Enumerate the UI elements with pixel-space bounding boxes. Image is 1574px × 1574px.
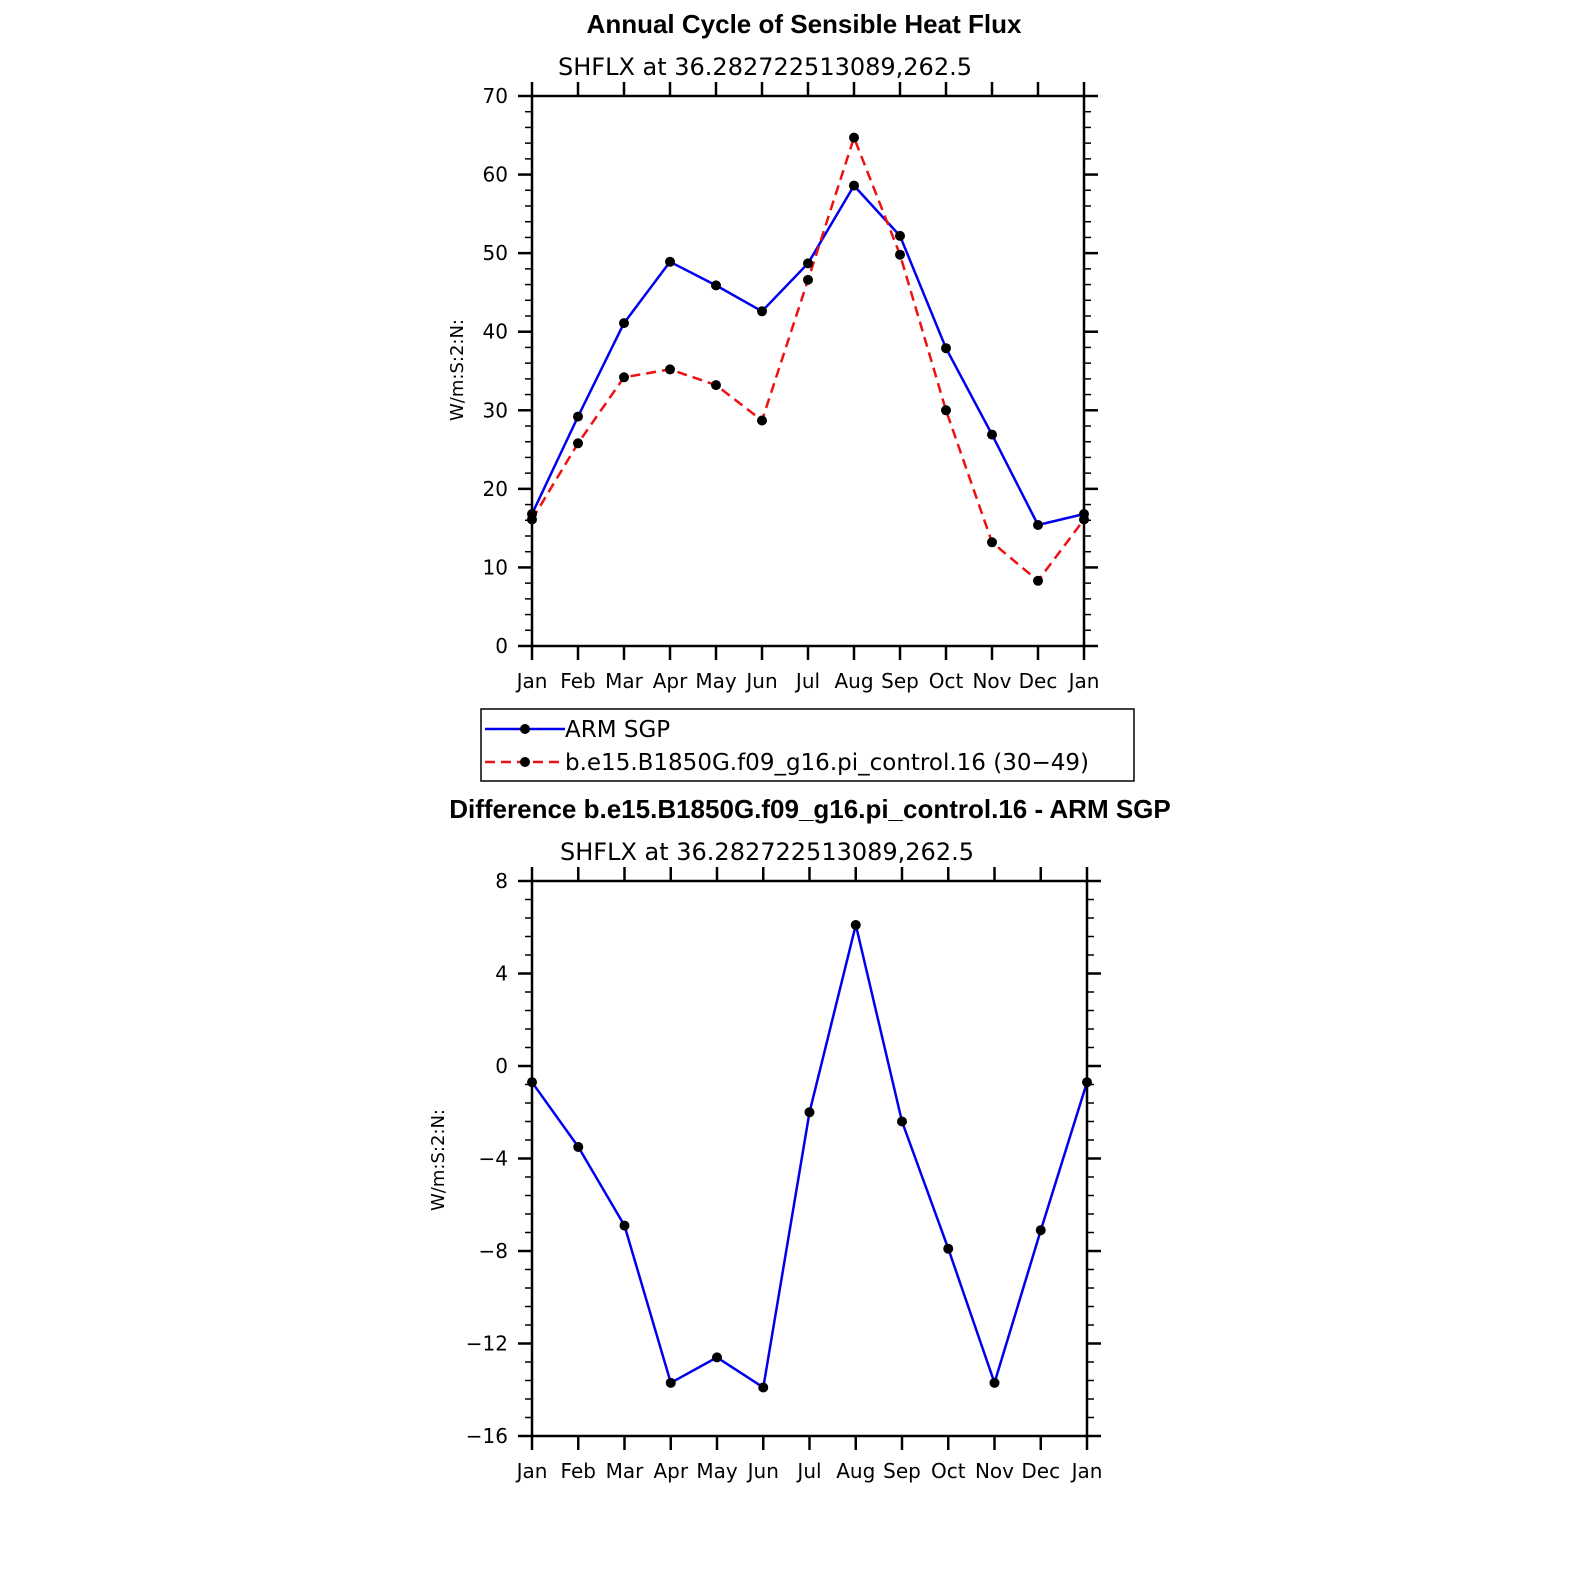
series-1-point xyxy=(803,274,813,285)
x-tick-label: Jan xyxy=(1070,1459,1103,1483)
y-tick-label: 50 xyxy=(483,241,508,265)
x-tick-label: Oct xyxy=(931,1459,966,1483)
chart2-ylabel: W/m:S:2:N: xyxy=(428,1109,449,1211)
y-tick-label: 0 xyxy=(495,634,508,658)
series-0-point xyxy=(665,256,675,267)
series-0-point xyxy=(849,180,859,191)
series-line-1 xyxy=(530,136,1085,583)
legend-marker-arm-sgp xyxy=(520,724,530,734)
series-0-point xyxy=(757,306,767,317)
x-tick-label: Jan xyxy=(515,669,548,693)
legend-marker-model xyxy=(520,757,530,767)
x-tick-label: Feb xyxy=(561,1459,596,1483)
chart1-ylabel: W/m:S:2:N: xyxy=(447,319,468,421)
x-tick-label: Jul xyxy=(795,1459,821,1483)
x-tick-label: Mar xyxy=(605,669,644,693)
series-0-point xyxy=(943,1243,954,1254)
series-0-point xyxy=(573,411,583,422)
series-1-point xyxy=(849,132,859,143)
x-tick-label: Apr xyxy=(653,1459,688,1483)
series-0-point xyxy=(665,1377,676,1388)
series-1-point xyxy=(1033,575,1043,586)
series-0-point xyxy=(850,919,861,930)
legend-box xyxy=(480,708,1135,782)
x-tick-label: Jun xyxy=(746,1459,779,1483)
x-tick-label: Dec xyxy=(1021,1459,1060,1483)
x-tick-label: Dec xyxy=(1019,669,1058,693)
series-1-point xyxy=(619,372,629,383)
chart2-title: Difference b.e15.B1850G.f09_g16.pi_contr… xyxy=(449,794,1171,824)
series-0-point xyxy=(758,1382,769,1393)
series-0-point xyxy=(619,318,629,329)
y-tick-label: 10 xyxy=(483,555,508,579)
legend-label-model: b.e15.B1850G.f09_g16.pi_control.16 (30−4… xyxy=(565,750,1089,776)
series-0-point xyxy=(895,230,905,241)
series-0-point xyxy=(711,280,721,291)
series-0-point xyxy=(1033,520,1043,530)
x-tick-label: Jul xyxy=(794,669,820,693)
y-tick-label: 8 xyxy=(495,869,508,893)
x-tick-label: Jan xyxy=(515,1459,548,1483)
x-tick-label: May xyxy=(695,669,737,693)
legend: ARM SGP b.e15.B1850G.f09_g16.pi_control.… xyxy=(480,708,1135,782)
x-tick-label: Sep xyxy=(883,1459,921,1483)
series-0-point xyxy=(712,1352,722,1363)
series-0-point xyxy=(1035,1225,1046,1236)
series-1-point xyxy=(573,438,583,449)
series-1-point xyxy=(941,405,951,416)
x-tick-label: Nov xyxy=(972,669,1011,693)
difference-chart: Difference b.e15.B1850G.f09_g16.pi_contr… xyxy=(428,794,1171,1483)
chart1-frame xyxy=(530,94,1086,648)
x-tick-label: Aug xyxy=(836,1459,875,1483)
x-tick-label: Feb xyxy=(560,669,595,693)
chart2-ticks: −16 −12 −8 −4 0 4 8 Jan Feb Mar Apr May Jun Jul Aug Sep… xyxy=(466,867,1103,1483)
y-tick-label: 20 xyxy=(483,477,508,501)
chart1-ticks: 0 10 20 30 40 50 60 70 Jan Feb Mar Apr May Jun Jul Aug S… xyxy=(483,82,1100,693)
chart1-series xyxy=(527,132,1089,586)
x-tick-label: Jun xyxy=(744,669,777,693)
x-tick-label: Nov xyxy=(975,1459,1014,1483)
y-tick-label: −12 xyxy=(466,1332,508,1356)
legend-label-arm-sgp: ARM SGP xyxy=(565,717,670,743)
y-tick-label: 70 xyxy=(483,84,508,108)
chart1-subtitle: SHFLX at 36.282722513089,262.5 xyxy=(558,53,972,81)
series-line-0 xyxy=(530,923,1089,1389)
x-tick-label: Aug xyxy=(834,669,873,693)
x-tick-label: Oct xyxy=(929,669,964,693)
y-tick-label: 60 xyxy=(483,163,508,187)
y-tick-label: −16 xyxy=(466,1424,508,1448)
series-line-0 xyxy=(530,184,1085,527)
series-1-point xyxy=(711,380,721,391)
chart1-title: Annual Cycle of Sensible Heat Flux xyxy=(587,9,1022,39)
chart2-frame xyxy=(530,879,1089,1438)
chart2-subtitle: SHFLX at 36.282722513089,262.5 xyxy=(560,838,974,866)
series-1-point xyxy=(895,249,905,260)
series-0-point xyxy=(989,1377,1000,1388)
y-tick-label: −4 xyxy=(479,1147,508,1171)
series-0-point xyxy=(803,258,813,269)
annual-cycle-chart: Annual Cycle of Sensible Heat Flux SHFLX… xyxy=(447,9,1099,693)
y-tick-label: 40 xyxy=(483,320,508,344)
x-tick-label: Mar xyxy=(606,1459,645,1483)
x-tick-label: May xyxy=(696,1459,738,1483)
series-1-point xyxy=(757,415,767,426)
y-tick-label: 30 xyxy=(483,398,508,422)
series-0-point xyxy=(573,1141,584,1152)
series-0-point xyxy=(987,429,997,440)
y-tick-label: 4 xyxy=(495,962,508,986)
series-0-point xyxy=(804,1107,815,1118)
y-tick-label: 0 xyxy=(495,1054,508,1078)
y-tick-label: −8 xyxy=(479,1239,508,1263)
x-tick-label: Sep xyxy=(881,669,919,693)
series-0-point xyxy=(897,1116,907,1127)
series-1-point xyxy=(987,537,997,548)
series-0-point xyxy=(941,343,951,354)
chart2-series xyxy=(527,919,1092,1393)
x-tick-label: Jan xyxy=(1067,669,1100,693)
series-1-point xyxy=(665,364,675,375)
x-tick-label: Apr xyxy=(653,669,688,693)
series-0-point xyxy=(619,1220,630,1231)
